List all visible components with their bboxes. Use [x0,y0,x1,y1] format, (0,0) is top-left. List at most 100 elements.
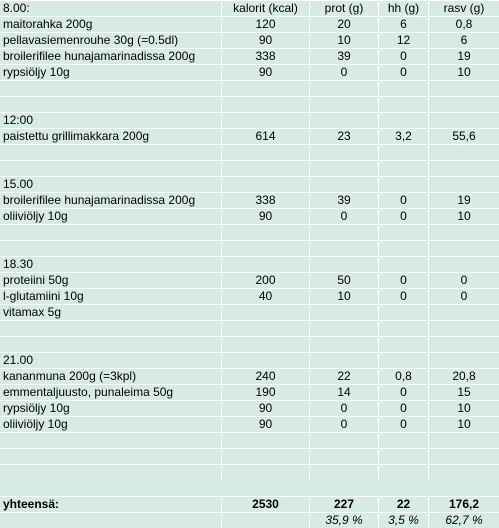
fat-cell[interactable]: 6 [460,33,468,47]
food-name-cell[interactable]: paistettu grillimakkara 200g [0,129,222,144]
calories-cell[interactable]: 40 [222,289,310,304]
carbs-cell[interactable]: 0 [379,273,429,288]
carbs-cell[interactable] [379,353,429,368]
fat-cell[interactable] [429,161,499,176]
protein-cell[interactable]: 50 [310,273,379,288]
calories-cell[interactable]: 200 [222,273,310,288]
protein-cell[interactable] [310,97,379,112]
protein-cell[interactable] [310,321,379,336]
food-name-cell[interactable]: emmentaljuusto, punaleima 50g [0,385,222,400]
protein-cell[interactable] [310,81,379,96]
protein-cell[interactable]: 14 [310,385,379,400]
protein-cell[interactable]: 39 [310,49,379,64]
protein-cell[interactable] [310,353,379,368]
calories-cell[interactable] [222,449,310,464]
fat-cell[interactable]: 55,6 [452,129,476,143]
protein-cell[interactable]: 23 [310,129,379,144]
food-name-cell[interactable] [0,225,222,240]
carbs-cell[interactable]: 0 [379,289,429,304]
protein-cell[interactable] [310,257,379,272]
food-name-cell[interactable]: oliiviöljy 10g [0,209,222,224]
food-name-cell[interactable]: yhteensä: [0,497,222,512]
fat-cell[interactable] [429,305,499,320]
carbs-cell[interactable]: hh (g) [379,1,429,16]
protein-cell[interactable]: 35,9 % [310,513,379,528]
food-name-cell[interactable]: rypsiöljy 10g [0,65,222,80]
carbs-cell[interactable]: 3,5 % [379,513,429,528]
food-name-cell[interactable]: kananmuna 200g (=3kpl) [0,369,222,384]
calories-cell[interactable]: 90 [222,209,310,224]
protein-cell[interactable]: prot (g) [310,1,379,16]
fat-cell[interactable] [429,433,499,448]
protein-cell[interactable]: 0 [310,209,379,224]
fat-cell[interactable] [429,465,499,480]
calories-cell[interactable]: 190 [222,385,310,400]
carbs-cell[interactable] [379,161,429,176]
food-name-cell[interactable]: l-glutamiini 10g [0,289,222,304]
calories-cell[interactable] [222,257,310,272]
calories-cell[interactable] [222,465,310,480]
food-name-cell[interactable] [0,241,222,256]
carbs-cell[interactable] [379,177,429,192]
fat-cell[interactable] [429,177,499,192]
fat-cell[interactable] [429,321,499,336]
calories-cell[interactable] [222,513,310,528]
carbs-cell[interactable]: 0 [379,401,429,416]
carbs-cell[interactable]: 0,8 [379,369,429,384]
calories-cell[interactable] [222,97,310,112]
fat-cell[interactable]: 0 [460,289,468,303]
fat-cell[interactable] [429,81,499,96]
fat-cell[interactable]: 10 [457,417,471,431]
calories-cell[interactable]: 90 [222,401,310,416]
calories-cell[interactable] [222,337,310,352]
fat-cell[interactable] [429,145,499,160]
protein-cell[interactable]: 10 [310,33,379,48]
fat-cell[interactable] [429,241,499,256]
carbs-cell[interactable] [379,337,429,352]
calories-cell[interactable] [222,113,310,128]
protein-cell[interactable]: 10 [310,289,379,304]
fat-cell[interactable]: 19 [457,193,471,207]
food-name-cell[interactable] [0,513,222,528]
carbs-cell[interactable] [379,97,429,112]
protein-cell[interactable] [310,433,379,448]
food-name-cell[interactable]: broilerifilee hunajamarinadissa 200g [0,49,222,64]
calories-cell[interactable]: 338 [222,193,310,208]
food-name-cell[interactable]: broilerifilee hunajamarinadissa 200g [0,193,222,208]
carbs-cell[interactable]: 0 [379,385,429,400]
protein-cell[interactable] [310,337,379,352]
food-name-cell[interactable] [0,81,222,96]
calories-cell[interactable] [222,145,310,160]
carbs-cell[interactable] [379,241,429,256]
protein-cell[interactable]: 0 [310,401,379,416]
fat-cell[interactable]: 10 [457,401,471,415]
calories-cell[interactable] [222,433,310,448]
carbs-cell[interactable] [379,465,429,480]
calories-cell[interactable]: 240 [222,369,310,384]
carbs-cell[interactable] [379,145,429,160]
fat-cell[interactable]: 19 [457,49,471,63]
protein-cell[interactable]: 22 [310,369,379,384]
food-name-cell[interactable]: vitamax 5g [0,305,222,320]
food-name-cell[interactable]: 21.00 [0,353,222,368]
carbs-cell[interactable]: 0 [379,49,429,64]
fat-cell[interactable]: 176,2 [448,497,480,511]
food-name-cell[interactable]: pellavasiemenrouhe 30g (=0.5dl) [0,33,222,48]
food-name-cell[interactable]: maitorahka 200g [0,17,222,32]
food-name-cell[interactable] [0,321,222,336]
calories-cell[interactable]: 614 [222,129,310,144]
calories-cell[interactable]: 90 [222,33,310,48]
calories-cell[interactable] [222,321,310,336]
protein-cell[interactable]: 0 [310,417,379,432]
carbs-cell[interactable] [379,449,429,464]
calories-cell[interactable] [222,177,310,192]
protein-cell[interactable] [310,305,379,320]
fat-cell[interactable]: 15 [457,385,471,399]
carbs-cell[interactable]: 0 [379,209,429,224]
food-name-cell[interactable]: 15.00 [0,177,222,192]
carbs-cell[interactable]: 3,2 [379,129,429,144]
calories-cell[interactable] [222,225,310,240]
food-name-cell[interactable] [0,145,222,160]
fat-cell[interactable] [429,113,499,128]
carbs-cell[interactable] [379,305,429,320]
